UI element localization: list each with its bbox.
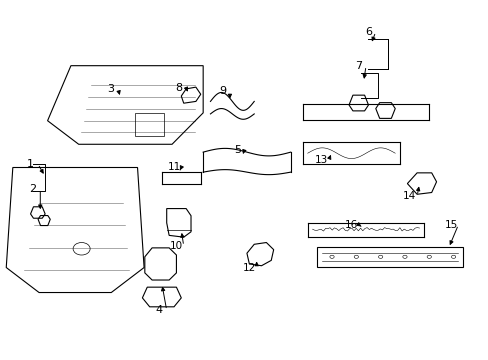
Text: 7: 7 [354, 61, 362, 71]
Text: 3: 3 [107, 84, 114, 94]
Text: 1: 1 [27, 159, 34, 169]
Text: 12: 12 [242, 262, 255, 273]
Text: 14: 14 [403, 191, 416, 201]
Text: 16: 16 [344, 220, 357, 230]
Text: 6: 6 [364, 27, 371, 37]
Text: 5: 5 [233, 145, 240, 155]
Text: 13: 13 [314, 156, 327, 165]
Text: 11: 11 [167, 162, 180, 172]
Text: 4: 4 [156, 305, 163, 315]
Text: 9: 9 [219, 86, 226, 96]
Text: 15: 15 [444, 220, 457, 230]
Text: 10: 10 [169, 241, 183, 251]
Text: 2: 2 [29, 184, 37, 194]
Text: 8: 8 [175, 83, 182, 93]
